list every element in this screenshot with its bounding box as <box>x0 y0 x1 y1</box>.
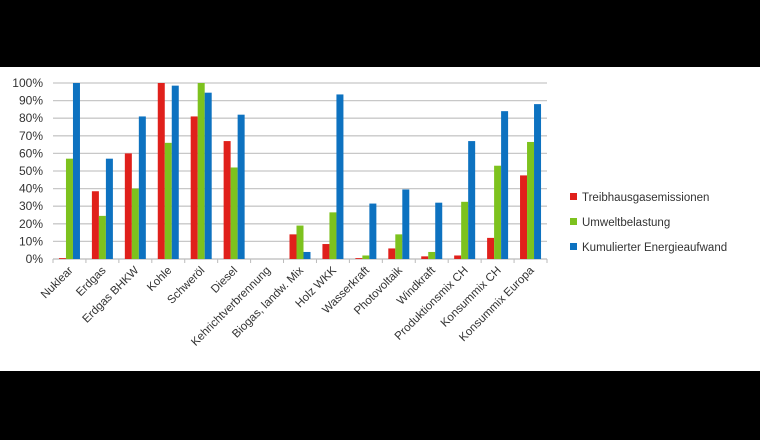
legend-label: Umweltbelastung <box>582 217 670 229</box>
bar-0-3 <box>157 83 165 259</box>
bar-0-0 <box>58 258 66 259</box>
bar-2-11 <box>435 202 443 259</box>
y-tick-label: 80% <box>19 111 43 125</box>
bar-0-8 <box>322 244 330 259</box>
bar-0-14 <box>520 175 528 259</box>
y-tick-label: 10% <box>19 234 43 248</box>
bar-0-5 <box>223 141 231 259</box>
bar-0-11 <box>421 256 429 259</box>
bar-0-13 <box>487 237 495 259</box>
x-category-label: Konsummix CH <box>439 265 504 330</box>
bar-1-4 <box>197 83 205 259</box>
y-tick-label: 20% <box>19 217 43 231</box>
bar-1-0 <box>65 158 73 259</box>
bar-2-5 <box>237 114 245 260</box>
y-tick-label: 30% <box>19 199 43 213</box>
x-category-label: Kohle <box>145 265 174 294</box>
bar-1-7 <box>296 225 304 259</box>
y-tick-label: 60% <box>19 146 43 160</box>
y-tick-label: 70% <box>19 129 43 143</box>
bar-2-14 <box>534 104 542 259</box>
legend-swatch <box>570 218 577 225</box>
bar-1-14 <box>527 141 535 259</box>
bar-2-7 <box>303 251 311 259</box>
bar-2-1 <box>105 158 113 259</box>
bar-1-13 <box>494 165 502 259</box>
bar-2-4 <box>204 92 212 260</box>
bar-2-9 <box>369 203 377 259</box>
bar-1-2 <box>131 188 139 259</box>
legend-label: Kumulierter Energieaufwand <box>582 242 727 254</box>
bar-0-7 <box>289 234 297 259</box>
legend-swatch <box>570 193 577 200</box>
bar-1-1 <box>98 215 106 259</box>
legend-swatch <box>570 243 577 250</box>
bar-0-2 <box>124 153 132 259</box>
y-tick-label: 40% <box>19 182 43 196</box>
y-tick-label: 0% <box>26 252 44 266</box>
bar-2-10 <box>402 189 410 259</box>
bar-chart: 0% 10% 20% 30% 40% 50% 60% 70% 80% 90% 100% Nuklear… <box>12 76 727 349</box>
bar-2-2 <box>138 116 146 259</box>
bar-2-8 <box>336 94 344 259</box>
bar-2-13 <box>501 111 509 259</box>
bar-1-5 <box>230 167 238 259</box>
bar-0-9 <box>355 258 363 259</box>
bar-2-0 <box>72 83 80 259</box>
y-tick-label: 50% <box>19 164 43 178</box>
bar-1-10 <box>395 234 403 259</box>
bar-2-3 <box>171 85 179 259</box>
bar-1-11 <box>428 251 436 259</box>
bar-1-12 <box>461 201 469 259</box>
x-category-label: Diesel <box>209 265 240 296</box>
bar-2-12 <box>468 141 476 259</box>
x-category-label: Nuklear <box>39 265 76 302</box>
bar-1-9 <box>362 255 370 259</box>
y-tick-label: 100% <box>12 76 43 90</box>
bar-0-10 <box>388 248 396 259</box>
bar-0-4 <box>190 116 198 259</box>
bar-0-1 <box>91 191 99 259</box>
bar-0-12 <box>454 255 462 259</box>
bar-1-8 <box>329 212 337 259</box>
bar-1-3 <box>164 142 172 259</box>
chart-area: 0% 10% 20% 30% 40% 50% 60% 70% 80% 90% 100% Nuklear… <box>0 67 760 371</box>
y-tick-label: 90% <box>19 94 43 108</box>
legend-label: Treibhausgasemissionen <box>582 192 709 204</box>
